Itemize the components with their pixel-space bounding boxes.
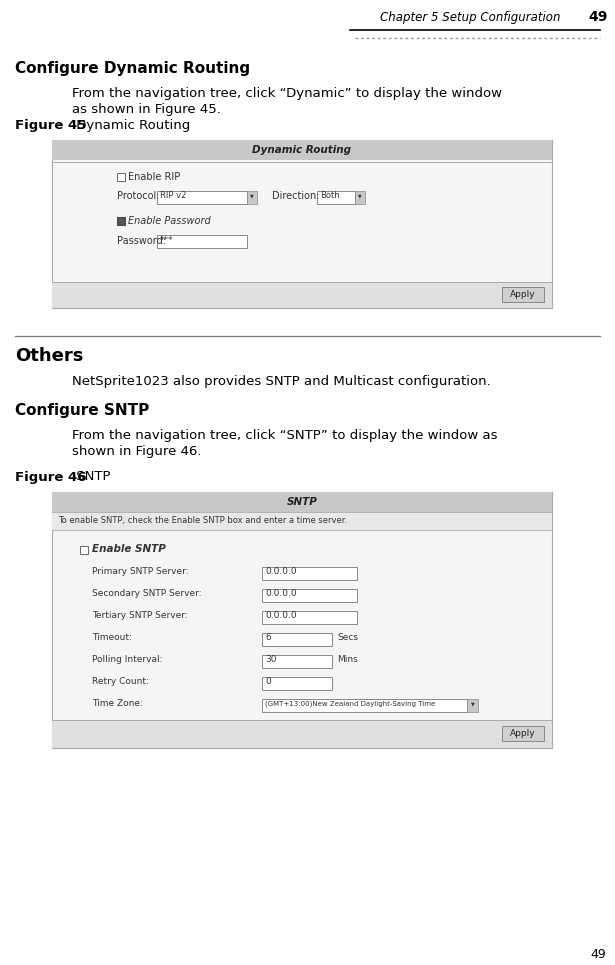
Text: Enable SNTP: Enable SNTP (92, 544, 166, 554)
Text: 0.0.0.0: 0.0.0.0 (265, 590, 296, 598)
Text: Chapter 5 Setup Configuration: Chapter 5 Setup Configuration (379, 11, 560, 23)
Bar (262, 589, 357, 601)
Bar (247, 190, 257, 204)
Bar (262, 632, 332, 646)
Bar (52, 492, 552, 512)
Text: Enable Password: Enable Password (128, 216, 211, 226)
Bar (502, 726, 544, 741)
Bar (52, 140, 552, 308)
Text: ***: *** (160, 236, 173, 245)
Bar (80, 546, 88, 554)
Text: To enable SNTP, check the Enable SNTP box and enter a time server.: To enable SNTP, check the Enable SNTP bo… (58, 516, 347, 526)
Text: Timeout:: Timeout: (92, 633, 132, 643)
Bar (157, 235, 247, 248)
Text: Primary SNTP Server:: Primary SNTP Server: (92, 567, 189, 576)
Text: Configure Dynamic Routing: Configure Dynamic Routing (15, 61, 250, 75)
Bar (52, 512, 552, 530)
Text: Apply: Apply (510, 290, 536, 299)
Text: Figure 45: Figure 45 (15, 119, 86, 131)
Bar (52, 492, 552, 748)
Text: 0: 0 (265, 677, 271, 686)
Bar (502, 287, 544, 302)
Text: SNTP: SNTP (287, 497, 317, 507)
Bar (262, 566, 357, 580)
Text: 0.0.0.0: 0.0.0.0 (265, 612, 296, 620)
Text: shown in Figure 46.: shown in Figure 46. (72, 446, 202, 458)
Bar (117, 217, 125, 225)
Text: From the navigation tree, click “SNTP” to display the window as: From the navigation tree, click “SNTP” t… (72, 428, 498, 442)
Text: SNTP: SNTP (72, 471, 111, 483)
Text: NetSprite1023 also provides SNTP and Multicast configuration.: NetSprite1023 also provides SNTP and Mul… (72, 375, 491, 389)
Bar (355, 190, 365, 204)
Bar (117, 173, 125, 181)
Text: ▼: ▼ (250, 194, 254, 199)
Text: 6: 6 (265, 633, 271, 643)
Text: Password:: Password: (117, 236, 166, 246)
Text: Direction:: Direction: (272, 191, 320, 201)
Text: Secs: Secs (337, 633, 358, 643)
Text: From the navigation tree, click “Dynamic” to display the window: From the navigation tree, click “Dynamic… (72, 87, 502, 99)
Text: Time Zone:: Time Zone: (92, 700, 143, 708)
Text: as shown in Figure 45.: as shown in Figure 45. (72, 103, 221, 117)
Text: Dynamic Routing: Dynamic Routing (253, 145, 352, 155)
Text: ▼: ▼ (358, 194, 362, 199)
Text: 30: 30 (265, 655, 277, 665)
Text: 49: 49 (590, 949, 606, 961)
Text: Configure SNTP: Configure SNTP (15, 402, 149, 418)
Text: Dynamic Routing: Dynamic Routing (72, 119, 190, 131)
Bar (52, 282, 552, 308)
Bar (262, 611, 357, 623)
Text: Apply: Apply (510, 729, 536, 738)
Text: ▼: ▼ (470, 702, 474, 706)
Bar (317, 190, 355, 204)
Text: Retry Count:: Retry Count: (92, 677, 149, 686)
Text: Both: Both (320, 191, 339, 201)
Bar (467, 699, 478, 711)
Text: RIP v2: RIP v2 (160, 191, 186, 201)
Bar (262, 699, 467, 711)
Bar (157, 190, 247, 204)
Text: (GMT+13:00)New Zealand Daylight-Saving Time: (GMT+13:00)New Zealand Daylight-Saving T… (265, 701, 435, 707)
Text: Tertiary SNTP Server:: Tertiary SNTP Server: (92, 612, 188, 620)
Bar (52, 720, 552, 748)
Text: 49: 49 (589, 10, 608, 24)
Text: Mins: Mins (337, 655, 358, 665)
Text: Polling Interval:: Polling Interval: (92, 655, 162, 665)
Bar (262, 676, 332, 690)
Bar (262, 654, 332, 668)
Text: Figure 46: Figure 46 (15, 471, 87, 483)
Text: 0.0.0.0: 0.0.0.0 (265, 567, 296, 576)
Text: Others: Others (15, 347, 84, 365)
Text: Secondary SNTP Server:: Secondary SNTP Server: (92, 590, 202, 598)
Text: Protocol:: Protocol: (117, 191, 159, 201)
Text: Enable RIP: Enable RIP (128, 172, 180, 182)
Bar (52, 140, 552, 160)
